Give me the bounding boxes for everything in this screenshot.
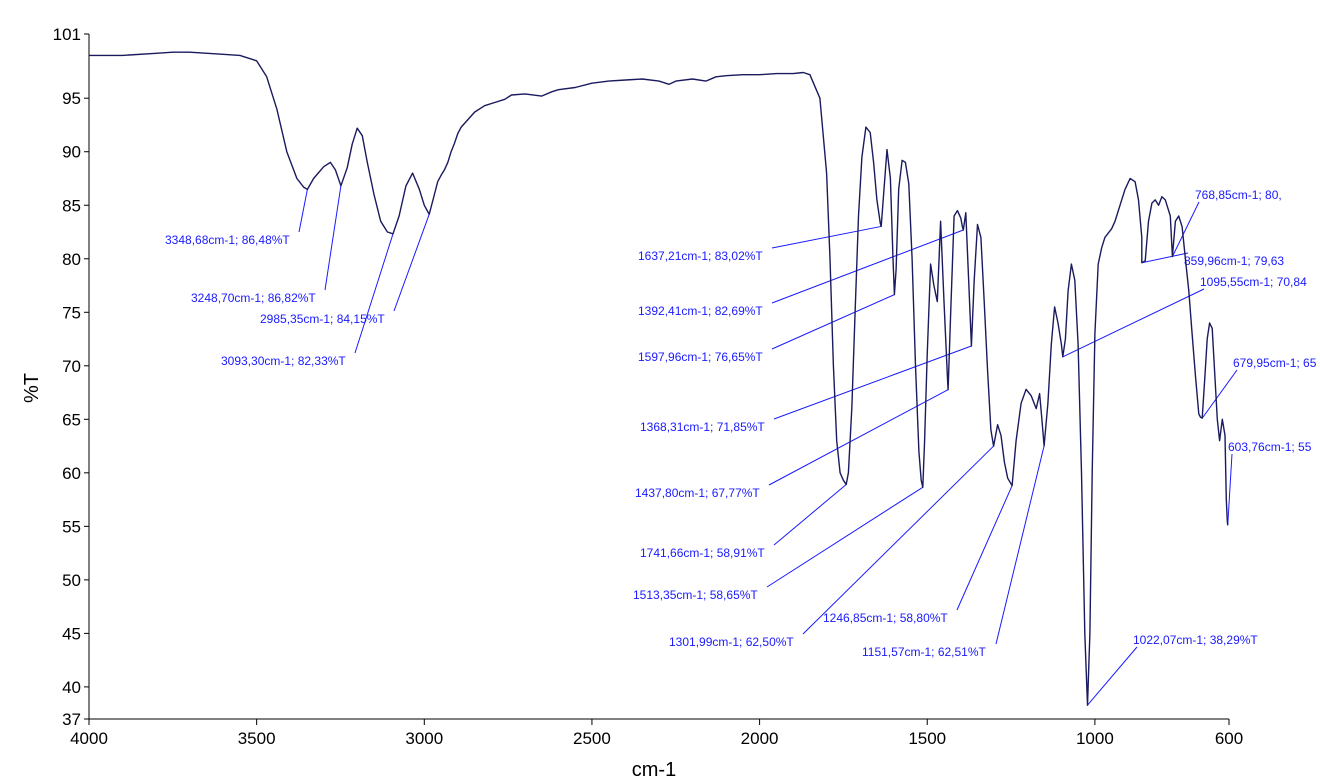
peak-annotations: 3348,68cm-1; 86,48%T 3248,70cm-1; 86,82%T… xyxy=(165,185,1317,706)
y-tick-label: 50 xyxy=(62,571,81,590)
y-tick-label: 45 xyxy=(62,624,81,643)
peak-label: 1741,66cm-1; 58,91%T xyxy=(640,546,765,560)
y-tick-label: 85 xyxy=(62,196,81,215)
peak-leader-line xyxy=(324,185,342,291)
x-tick-label: 4000 xyxy=(70,729,108,748)
peak-label: 1437,80cm-1; 67,77%T xyxy=(635,486,760,500)
x-tick-label: 1000 xyxy=(1076,729,1114,748)
peak-leader-line xyxy=(771,294,895,350)
peak-label: 1022,07cm-1; 38,29%T xyxy=(1133,633,1258,647)
x-tick-label: 3000 xyxy=(405,729,443,748)
spectrum-series xyxy=(89,51,1229,706)
spectrum-line xyxy=(89,51,1229,706)
peak-label: 1637,21cm-1; 83,02%T xyxy=(638,249,763,263)
y-tick-label: 70 xyxy=(62,357,81,376)
x-tick-label: 3500 xyxy=(238,729,276,748)
x-tick-label: 2000 xyxy=(741,729,779,748)
peak-label: 679,95cm-1; 65 xyxy=(1233,356,1317,370)
x-tick-label: 1500 xyxy=(908,729,946,748)
peak-leader-line xyxy=(1087,646,1138,706)
y-tick-label: 80 xyxy=(62,250,81,269)
peak-label: 2985,35cm-1; 84,15%T xyxy=(260,312,385,326)
peak-leader-line xyxy=(354,233,394,354)
y-tick-label: 40 xyxy=(62,678,81,697)
y-axis-title: %T xyxy=(21,373,43,403)
peak-label: 1392,41cm-1; 82,69%T xyxy=(638,304,763,318)
peak-leader-line xyxy=(773,345,972,420)
axes: 37 40 45 50 55 60 65 70 75 80 85 90 95 101 4000 3500 300… xyxy=(53,25,1244,748)
y-tick-label: 75 xyxy=(62,303,81,322)
peak-leader-line xyxy=(771,229,964,304)
y-tick-label: 95 xyxy=(62,89,81,108)
y-tick-label: 55 xyxy=(62,517,81,536)
peak-leader-line xyxy=(956,485,1013,611)
x-axis-title: cm-1 xyxy=(632,759,676,780)
peak-label: 3093,30cm-1; 82,33%T xyxy=(221,354,346,368)
peak-leader-line xyxy=(771,225,882,249)
peak-label: 1301,99cm-1; 62,50%T xyxy=(669,635,794,649)
y-tick-label: 101 xyxy=(53,25,81,44)
peak-leader-line xyxy=(298,189,308,233)
peak-label: 603,76cm-1; 55 xyxy=(1228,440,1312,454)
peak-label: 768,85cm-1; 80, xyxy=(1195,188,1282,202)
peak-label: 859,96cm-1; 79,63 xyxy=(1184,254,1284,268)
y-tick-label: 37 xyxy=(62,710,81,729)
peak-leader-line xyxy=(773,484,847,546)
peak-leader-line xyxy=(995,445,1045,645)
y-tick-label: 65 xyxy=(62,410,81,429)
peak-leader-line xyxy=(802,445,994,635)
peak-leader-line xyxy=(1227,453,1233,526)
peak-leader-line xyxy=(766,486,924,588)
peak-label: 1246,85cm-1; 58,80%T xyxy=(823,611,948,625)
peak-label: 1368,31cm-1; 71,85%T xyxy=(640,420,765,434)
x-tick-label: 2500 xyxy=(573,729,611,748)
peak-leader-line xyxy=(1062,288,1205,358)
peak-label: 3248,70cm-1; 86,82%T xyxy=(191,291,316,305)
peak-leader-line xyxy=(1201,369,1238,419)
peak-leader-line xyxy=(768,389,949,486)
peak-label: 1095,55cm-1; 70,84 xyxy=(1200,275,1307,289)
peak-label: 1597,96cm-1; 76,65%T xyxy=(638,350,763,364)
peak-leader-line xyxy=(1141,252,1189,264)
y-tick-label: 60 xyxy=(62,464,81,483)
peak-label: 3348,68cm-1; 86,48%T xyxy=(165,233,290,247)
y-tick-label: 90 xyxy=(62,143,81,162)
peak-label: 1513,35cm-1; 58,65%T xyxy=(633,588,758,602)
peak-leader-line xyxy=(1171,201,1200,257)
x-tick-label: 600 xyxy=(1215,729,1243,748)
peak-label: 1151,57cm-1; 62,51%T xyxy=(862,645,987,659)
peak-leader-line xyxy=(393,214,430,312)
